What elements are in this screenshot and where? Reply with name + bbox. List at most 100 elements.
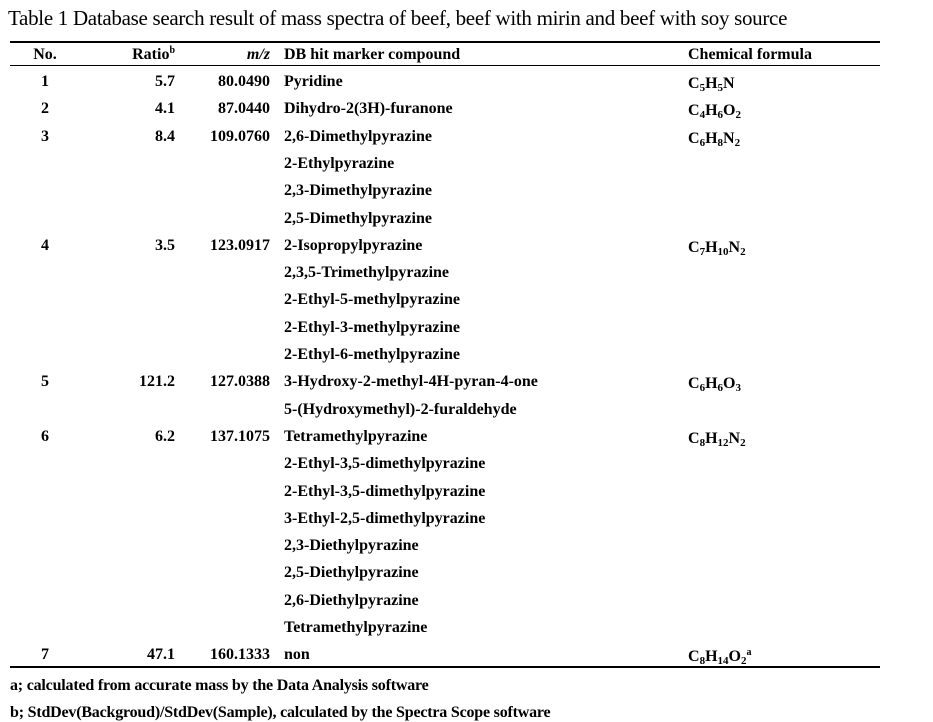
formula-element: C (688, 430, 700, 447)
row-formula: C8H12N2 (688, 430, 746, 449)
row-no: 4 (41, 237, 49, 254)
table-title: Table 1 Database search result of mass s… (8, 6, 788, 30)
row-mz: 123.0917 (210, 237, 270, 254)
header-ratio-label: Ratio (132, 46, 170, 63)
formula-element: N (723, 130, 735, 147)
footnote-a: a; calculated from accurate mass by the … (10, 677, 429, 694)
top-rule (10, 41, 880, 43)
row-no: 3 (41, 128, 49, 145)
formula-element: H (705, 75, 718, 92)
formula-count: 2 (735, 109, 741, 121)
row-compound: 2,3-Diethylpyrazine (284, 537, 419, 554)
formula-element: H (705, 102, 718, 119)
formula-footnote: a (746, 647, 752, 658)
row-ratio: 5.7 (155, 73, 175, 90)
header-formula: Chemical formula (688, 46, 812, 63)
formula-element: H (705, 130, 718, 147)
formula-count: 7 (699, 246, 706, 258)
formula-element: H (705, 239, 718, 256)
formula-element: C (688, 75, 700, 92)
formula-count: 12 (717, 437, 729, 449)
row-compound: 2-Ethyl-3,5-dimethylpyrazine (284, 483, 486, 500)
formula-element: N (728, 239, 741, 256)
row-ratio: 4.1 (155, 100, 175, 117)
row-compound: 2,3-Dimethylpyrazine (284, 182, 432, 199)
formula-count: 6 (717, 109, 724, 121)
row-compound: 2,5-Dimethylpyrazine (284, 210, 432, 227)
formula-count: 3 (735, 382, 741, 394)
footnote-b: b; StdDev(Backgroud)/StdDev(Sample), cal… (10, 704, 551, 721)
row-compound: non (284, 646, 310, 663)
formula-count: 2 (740, 246, 746, 258)
header-ratio-footnote: b (169, 45, 175, 56)
formula-element: C (688, 102, 700, 119)
formula-count: 2 (734, 137, 741, 149)
row-mz: 160.1333 (210, 646, 270, 663)
row-compound: 2,6-Diethylpyrazine (284, 592, 419, 609)
formula-count: 2 (740, 655, 747, 667)
row-formula: C6H8N2 (688, 130, 741, 149)
row-compound: 2-Ethyl-3,5-dimethylpyrazine (284, 455, 486, 472)
formula-count: 6 (717, 382, 724, 394)
row-no: 5 (41, 373, 49, 390)
row-mz: 127.0388 (210, 373, 270, 390)
formula-element: H (705, 648, 718, 665)
row-mz: 87.0440 (218, 100, 270, 117)
row-ratio: 6.2 (155, 428, 175, 445)
row-compound: 2,5-Diethylpyrazine (284, 564, 419, 581)
formula-element: O (728, 648, 741, 665)
formula-element: N (723, 75, 735, 92)
row-formula: C8H14O2a (688, 647, 752, 667)
formula-element: C (688, 130, 700, 147)
formula-count: 8 (699, 655, 706, 667)
row-ratio: 47.1 (147, 646, 175, 663)
row-mz: 80.0490 (218, 73, 270, 90)
formula-count: 5 (699, 82, 706, 94)
row-ratio: 121.2 (139, 373, 175, 390)
formula-count: 5 (717, 82, 724, 94)
row-compound: 5-(Hydroxymethyl)-2-furaldehyde (284, 401, 517, 418)
row-compound: 2,3,5-Trimethylpyrazine (284, 264, 450, 281)
formula-count: 14 (717, 655, 729, 667)
row-compound: Tetramethylpyrazine (284, 428, 428, 445)
row-compound: 2-Isopropylpyrazine (284, 237, 423, 254)
row-mz: 109.0760 (210, 128, 270, 145)
row-compound: 3-Hydroxy-2-methyl-4H-pyran-4-one (284, 373, 538, 390)
row-formula: C5H5N (688, 75, 735, 94)
row-mz: 137.1075 (210, 428, 270, 445)
formula-count: 6 (699, 382, 706, 394)
row-compound: 2-Ethylpyrazine (284, 155, 395, 172)
row-compound: 2-Ethyl-5-methylpyrazine (284, 291, 460, 308)
row-compound: 2-Ethyl-6-methylpyrazine (284, 346, 460, 363)
header-compound: DB hit marker compound (284, 46, 461, 63)
formula-count: 10 (717, 246, 729, 258)
row-no: 2 (41, 100, 49, 117)
row-no: 1 (41, 73, 49, 90)
bottom-rule (10, 666, 880, 668)
row-formula: C7H10N2 (688, 239, 746, 258)
formula-count: 8 (699, 437, 706, 449)
formula-element: O (723, 375, 736, 392)
row-formula: C6H6O3 (688, 375, 741, 394)
formula-element: C (688, 648, 700, 665)
row-ratio: 3.5 (155, 237, 175, 254)
row-compound: 3-Ethyl-2,5-dimethylpyrazine (284, 510, 486, 527)
row-ratio: 8.4 (155, 128, 175, 145)
header-mz: m/z (246, 46, 270, 63)
formula-count: 2 (740, 437, 746, 449)
row-no: 6 (41, 428, 49, 445)
header-no: No. (33, 46, 57, 63)
row-compound: Tetramethylpyrazine (284, 619, 428, 636)
formula-element: N (728, 430, 741, 447)
formula-element: C (688, 375, 700, 392)
row-compound: Pyridine (284, 73, 343, 90)
row-compound: 2,6-Dimethylpyrazine (284, 128, 432, 145)
row-compound: Dihydro-2(3H)-furanone (284, 100, 453, 117)
row-compound: 2-Ethyl-3-methylpyrazine (284, 319, 460, 336)
formula-count: 6 (699, 137, 706, 149)
row-no: 7 (41, 646, 49, 663)
formula-element: H (705, 430, 718, 447)
row-formula: C4H6O2 (688, 102, 741, 121)
header-rule (10, 65, 880, 66)
formula-element: C (688, 239, 700, 256)
